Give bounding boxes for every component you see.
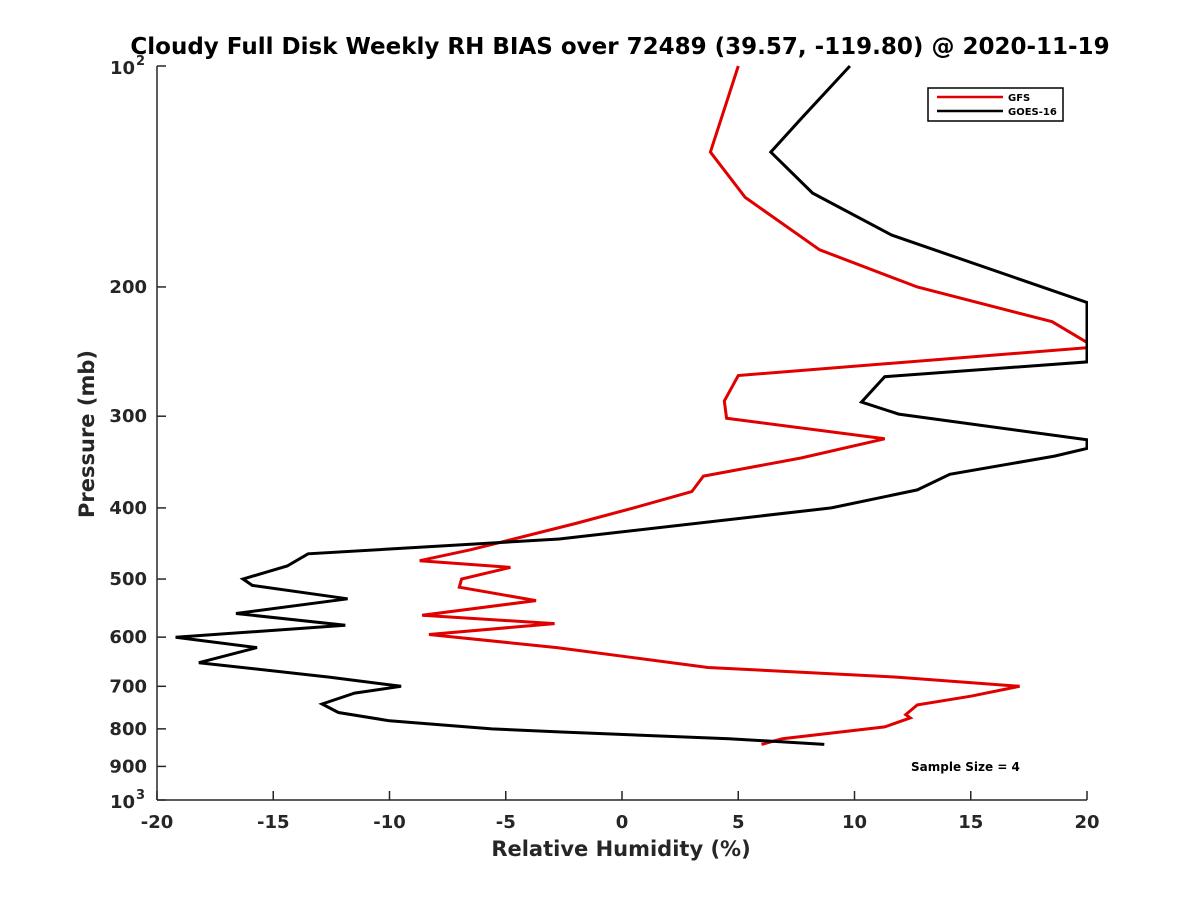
- y-axis-label: Pressure (mb): [75, 350, 99, 518]
- x-tick-label: -20: [141, 812, 174, 833]
- y-tick-label: 200: [109, 277, 147, 298]
- y-tick-exponent: 3: [136, 788, 145, 803]
- axes: -20 -15 -10 -5 0 5 10 15 20 200 300 400 500 600 700 800…: [109, 54, 1099, 833]
- legend-label-gfs: GFS: [1008, 93, 1030, 104]
- y-tick-label: 700: [109, 676, 147, 697]
- legend: GFS GOES-16: [927, 87, 1064, 122]
- x-tick-label: 10: [842, 812, 867, 833]
- legend-box: [927, 87, 1064, 122]
- y-tick-label: 600: [109, 627, 147, 648]
- x-tick-label: 15: [958, 812, 983, 833]
- y-tick-exponent: 2: [136, 54, 145, 69]
- x-tick-label: -15: [257, 812, 290, 833]
- x-tick-label: -10: [373, 812, 406, 833]
- y-tick-label: 300: [109, 406, 147, 427]
- y-tick-label: 10: [110, 58, 135, 79]
- x-axis-label: Relative Humidity (%): [491, 837, 750, 861]
- y-tick-label: 800: [109, 719, 147, 740]
- legend-label-goes16: GOES-16: [1008, 107, 1057, 118]
- x-tick-label: 0: [616, 812, 629, 833]
- chart-title: Cloudy Full Disk Weekly RH BIAS over 724…: [130, 34, 1109, 60]
- x-tick-label: -5: [496, 812, 516, 833]
- y-tick-label: 500: [109, 569, 147, 590]
- x-tick-label: 20: [1074, 812, 1099, 833]
- x-tick-label: 5: [732, 812, 745, 833]
- y-tick-label: 400: [109, 498, 147, 519]
- y-tick-label: 10: [110, 792, 135, 813]
- series-layer: [175, 64, 1088, 746]
- y-tick-label: 900: [109, 756, 147, 777]
- sample-size-annotation: Sample Size = 4: [911, 760, 1020, 774]
- series-line-goes-16: [175, 64, 1088, 746]
